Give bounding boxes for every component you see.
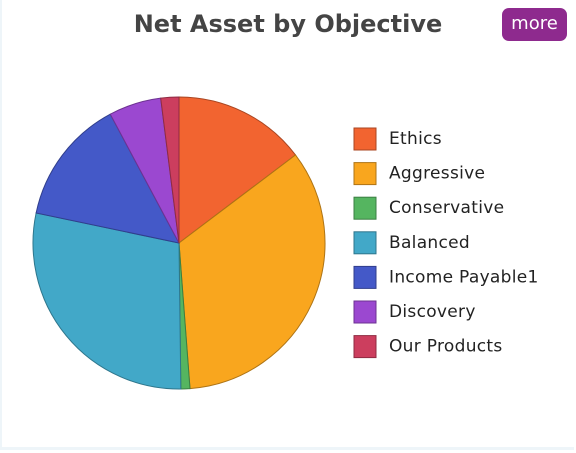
legend-label: Discovery — [389, 302, 476, 322]
legend-label: Conservative — [389, 198, 504, 218]
legend-swatch — [353, 231, 377, 255]
legend-swatch — [353, 335, 377, 359]
legend-swatch — [353, 265, 377, 289]
chart-title: Net Asset by Objective — [134, 10, 443, 38]
legend-label: Our Products — [389, 337, 503, 357]
legend-label: Balanced — [389, 233, 470, 253]
legend-swatch — [353, 127, 377, 151]
legend-swatch — [353, 196, 377, 220]
pie-slice — [160, 96, 180, 244]
legend-label: Income Payable1 — [389, 267, 539, 287]
pie-slice — [32, 212, 182, 390]
legend-label: Aggressive — [389, 164, 485, 184]
pie-slice — [35, 113, 180, 244]
legend-swatch — [353, 300, 377, 324]
legend-label: Ethics — [389, 129, 442, 149]
pie-slice — [178, 96, 297, 245]
more-button[interactable]: more — [502, 8, 567, 41]
legend-swatch — [353, 162, 377, 186]
pie-slice — [178, 154, 326, 390]
